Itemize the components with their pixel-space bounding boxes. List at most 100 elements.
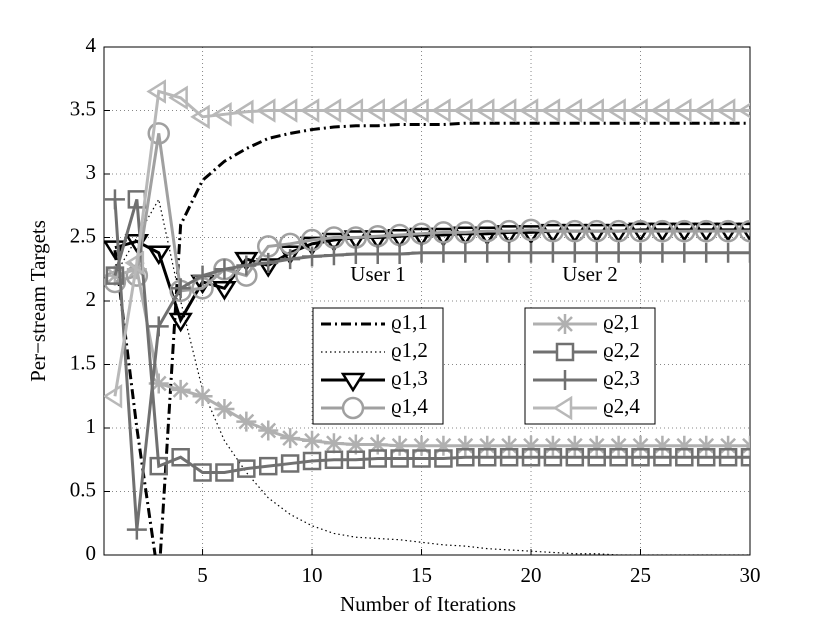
marker [302,451,322,471]
marker [104,270,127,294]
marker [631,447,650,467]
marker [740,447,750,467]
marker [190,104,210,130]
marker [193,463,212,482]
marker [474,98,495,123]
marker [630,435,651,456]
y-tick-label: 3.5 [70,96,96,120]
x-tick-label: 15 [411,563,432,587]
marker [256,235,280,258]
marker [674,242,695,263]
marker [215,463,234,482]
plot-content [104,79,750,555]
marker [696,435,717,456]
marker [565,447,585,467]
marker [365,230,390,250]
marker [212,102,232,127]
marker [521,435,542,456]
marker [431,227,456,248]
marker [277,245,303,266]
marker [409,98,429,123]
marker [258,420,279,441]
marker [606,223,631,244]
marker [389,244,410,265]
y-tick-label: 0 [86,541,97,565]
marker [237,459,256,478]
y-axis-label: Per−stream Targets [26,220,50,382]
axes-frame [103,46,751,556]
legend-label: ϱ2,3 [603,366,640,390]
annotation: User 1 [350,262,405,286]
marker [258,456,278,476]
marker [715,98,736,123]
marker [474,226,500,247]
marker [234,251,259,272]
y-tick-label: 2.5 [70,223,96,247]
legend-box [524,307,656,425]
marker [302,430,323,451]
marker [411,242,432,263]
marker [278,232,302,256]
marker [477,447,497,467]
marker [104,383,123,409]
marker [104,240,128,261]
marker [236,255,257,276]
marker [321,98,342,123]
marker [564,435,585,456]
marker [740,242,750,263]
legend-marker [555,370,575,390]
x-tick-label: 10 [302,563,323,587]
legend-marker [341,396,365,420]
marker [718,447,738,467]
marker [696,242,717,263]
series-line [114,197,750,555]
x-tick-label: 30 [740,563,761,587]
marker [456,447,475,467]
marker [477,435,498,456]
marker [387,98,407,123]
marker [651,219,674,243]
x-tick-label: 20 [521,563,542,587]
marker [346,450,366,469]
marker [584,98,604,123]
y-tick-label: 1 [86,414,97,438]
marker [146,79,166,104]
marker [432,221,455,244]
marker [542,242,563,263]
marker [629,219,652,243]
marker [212,281,237,301]
marker [367,244,388,265]
marker [496,98,517,123]
marker [431,98,451,123]
marker [606,98,626,123]
marker [170,379,191,400]
marker [321,232,347,253]
marker [671,98,692,123]
marker [434,449,453,468]
marker [540,223,566,244]
marker [302,246,323,267]
marker [562,98,583,123]
y-tick-label: 1.5 [70,350,96,374]
marker [365,98,385,123]
marker [410,222,433,245]
marker [608,242,629,263]
marker [540,98,561,123]
marker [192,386,213,407]
marker [412,449,431,468]
marker [324,450,344,469]
y-tick-label: 2 [86,287,97,311]
marker [518,225,544,245]
marker [366,224,389,248]
marker [389,435,410,456]
marker [323,245,344,266]
x-tick-label: 5 [197,563,208,587]
marker [168,312,193,333]
legend-marker [340,372,366,393]
y-tick-label: 4 [86,33,97,57]
legend-box [312,307,444,425]
marker [693,98,714,123]
marker [343,230,369,250]
marker [650,98,670,123]
